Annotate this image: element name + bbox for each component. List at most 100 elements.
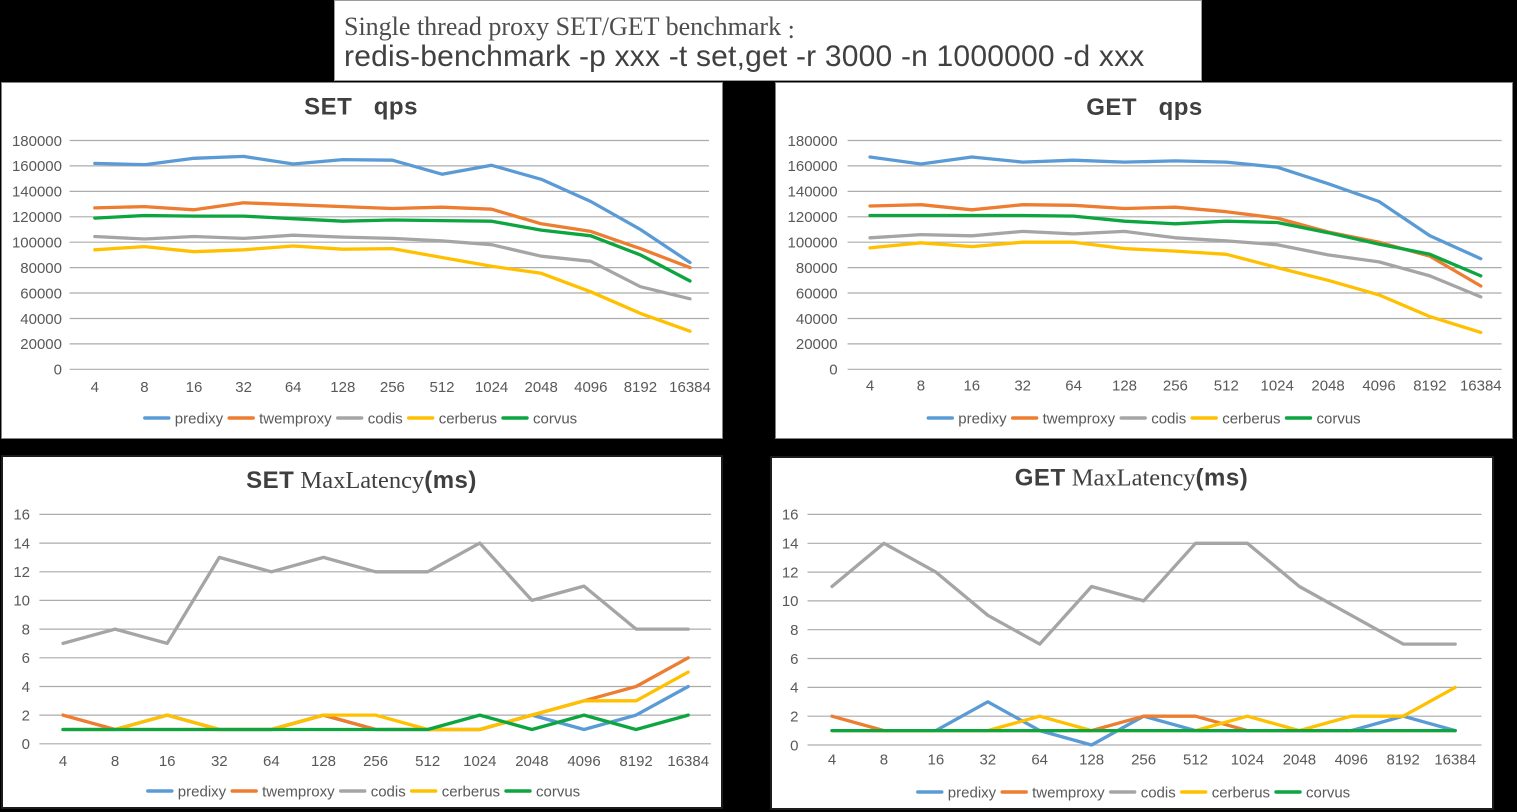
svg-text:16: 16 xyxy=(13,507,30,524)
svg-text:GET qps: GET qps xyxy=(1086,94,1203,121)
svg-text:64: 64 xyxy=(1065,378,1082,395)
svg-text:80000: 80000 xyxy=(20,260,62,277)
svg-text:80000: 80000 xyxy=(796,260,838,277)
svg-text:512: 512 xyxy=(429,379,454,396)
svg-text:4: 4 xyxy=(790,680,798,697)
svg-text:2: 2 xyxy=(22,707,30,724)
svg-text:60000: 60000 xyxy=(796,285,838,302)
svg-text:8192: 8192 xyxy=(624,379,657,396)
svg-text:32: 32 xyxy=(211,753,228,770)
svg-text:1024: 1024 xyxy=(475,379,508,396)
svg-text:140000: 140000 xyxy=(12,184,62,201)
svg-text:0: 0 xyxy=(54,362,62,379)
svg-text:16384: 16384 xyxy=(1434,751,1476,768)
svg-text:20000: 20000 xyxy=(796,336,838,353)
svg-text:180000: 180000 xyxy=(12,133,62,150)
svg-text:120000: 120000 xyxy=(12,209,62,226)
svg-text:32: 32 xyxy=(235,379,252,396)
svg-text:twemproxy: twemproxy xyxy=(1032,784,1105,801)
svg-text:corvus: corvus xyxy=(1317,410,1361,427)
svg-text:8192: 8192 xyxy=(1387,751,1420,768)
svg-text:6: 6 xyxy=(790,651,798,668)
svg-text:64: 64 xyxy=(285,379,302,396)
svg-text:16: 16 xyxy=(159,753,176,770)
svg-text:12: 12 xyxy=(13,564,30,581)
svg-text:predixy: predixy xyxy=(175,410,224,427)
svg-text:2048: 2048 xyxy=(525,379,558,396)
svg-text:256: 256 xyxy=(1131,751,1156,768)
svg-text:16: 16 xyxy=(186,379,203,396)
svg-text:64: 64 xyxy=(1031,751,1048,768)
svg-text:cerberus: cerberus xyxy=(442,783,500,800)
svg-text:60000: 60000 xyxy=(20,285,62,302)
svg-text:predixy: predixy xyxy=(958,410,1007,427)
svg-text:4: 4 xyxy=(866,378,874,395)
svg-text:predixy: predixy xyxy=(948,784,997,801)
svg-text:4096: 4096 xyxy=(567,753,600,770)
svg-text:0: 0 xyxy=(790,737,798,754)
svg-text:6: 6 xyxy=(22,650,30,667)
svg-text:4096: 4096 xyxy=(1362,378,1395,395)
svg-text:cerberus: cerberus xyxy=(1212,784,1270,801)
svg-text:10: 10 xyxy=(13,593,30,610)
svg-text:4: 4 xyxy=(828,751,836,768)
svg-text:1024: 1024 xyxy=(1231,751,1264,768)
svg-text:32: 32 xyxy=(979,751,996,768)
svg-text:0: 0 xyxy=(829,362,837,379)
svg-text:SET MaxLatency(ms): SET MaxLatency(ms) xyxy=(246,467,477,494)
svg-text:10: 10 xyxy=(782,593,799,610)
svg-text:8: 8 xyxy=(790,622,798,639)
svg-text:128: 128 xyxy=(1079,751,1104,768)
svg-text:1024: 1024 xyxy=(1261,378,1294,395)
svg-text:512: 512 xyxy=(415,753,440,770)
svg-text:8: 8 xyxy=(22,621,30,638)
svg-text:4096: 4096 xyxy=(1335,751,1368,768)
svg-text:8: 8 xyxy=(111,753,119,770)
svg-text:2048: 2048 xyxy=(515,753,548,770)
svg-text:predixy: predixy xyxy=(178,783,227,800)
svg-text:14: 14 xyxy=(782,536,799,553)
svg-text:180000: 180000 xyxy=(788,133,838,150)
svg-text:40000: 40000 xyxy=(20,311,62,328)
svg-text:12: 12 xyxy=(782,564,799,581)
svg-text:4096: 4096 xyxy=(574,379,607,396)
svg-text:8: 8 xyxy=(880,751,888,768)
svg-text:2048: 2048 xyxy=(1311,378,1344,395)
svg-text:128: 128 xyxy=(1112,378,1137,395)
svg-text:120000: 120000 xyxy=(788,209,838,226)
svg-text:1024: 1024 xyxy=(463,753,496,770)
svg-text:16384: 16384 xyxy=(1460,378,1502,395)
svg-text:160000: 160000 xyxy=(12,158,62,175)
svg-text:codis: codis xyxy=(371,783,406,800)
svg-text:32: 32 xyxy=(1014,378,1031,395)
svg-text:2: 2 xyxy=(790,709,798,726)
svg-text:codis: codis xyxy=(1141,784,1176,801)
svg-text:256: 256 xyxy=(363,753,388,770)
svg-text:8192: 8192 xyxy=(619,753,652,770)
svg-text:16384: 16384 xyxy=(667,753,709,770)
svg-text:corvus: corvus xyxy=(1306,784,1350,801)
svg-text:4: 4 xyxy=(91,379,99,396)
svg-text:codis: codis xyxy=(368,410,403,427)
svg-text:128: 128 xyxy=(330,379,355,396)
svg-text:SET qps: SET qps xyxy=(304,94,418,121)
svg-text:twemproxy: twemproxy xyxy=(1043,410,1116,427)
svg-text:GET MaxLatency(ms): GET MaxLatency(ms) xyxy=(1015,465,1248,492)
svg-text:twemproxy: twemproxy xyxy=(259,410,332,427)
svg-text:16: 16 xyxy=(963,378,980,395)
svg-text:256: 256 xyxy=(380,379,405,396)
svg-text:40000: 40000 xyxy=(796,311,838,328)
svg-text:codis: codis xyxy=(1151,410,1186,427)
svg-text:256: 256 xyxy=(1163,378,1188,395)
svg-text:8: 8 xyxy=(140,379,148,396)
svg-text:16: 16 xyxy=(928,751,945,768)
svg-text:cerberus: cerberus xyxy=(1222,410,1280,427)
svg-text:64: 64 xyxy=(263,753,280,770)
svg-text:0: 0 xyxy=(22,736,30,753)
svg-text:512: 512 xyxy=(1214,378,1239,395)
svg-text:128: 128 xyxy=(311,753,336,770)
svg-text:cerberus: cerberus xyxy=(439,410,497,427)
svg-text:140000: 140000 xyxy=(788,184,838,201)
svg-text:4: 4 xyxy=(22,679,30,696)
svg-text:2048: 2048 xyxy=(1283,751,1316,768)
